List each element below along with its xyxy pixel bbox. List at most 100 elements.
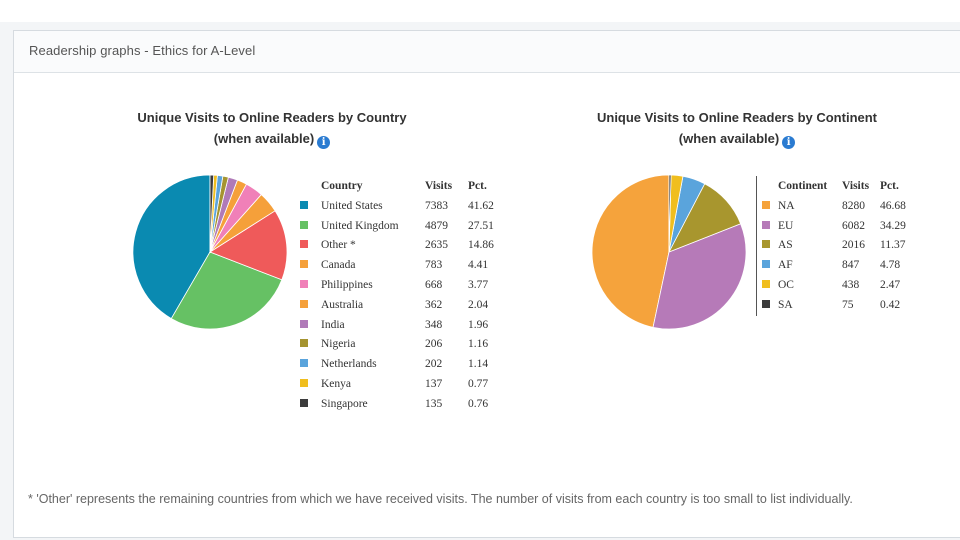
legend-visits: 135 xyxy=(425,397,443,410)
info-icon[interactable]: i xyxy=(782,136,796,149)
continent-chart-title: Unique Visits to Online Readers by Conti… xyxy=(587,107,887,149)
legend-header-visits: Visits xyxy=(425,180,453,192)
legend-visits: 7383 xyxy=(425,199,448,212)
legend-swatch xyxy=(300,379,308,388)
legend-pct: 0.77 xyxy=(468,378,489,391)
top-band xyxy=(0,0,960,22)
legend-header-visits: Visits xyxy=(842,180,870,192)
legend-pct: 4.78 xyxy=(880,259,901,272)
legend-row: Canada 783 4.41 xyxy=(300,255,508,275)
continent-legend-divider xyxy=(756,176,757,316)
legend-label: Other * xyxy=(321,239,356,252)
legend-swatch xyxy=(762,200,770,209)
info-icon[interactable]: i xyxy=(317,136,331,149)
legend-row: United Kingdom 4879 27.51 xyxy=(300,216,508,236)
legend-swatch xyxy=(300,359,308,368)
legend-visits: 75 xyxy=(842,298,854,311)
legend-visits: 206 xyxy=(425,338,443,351)
legend-row: SA 75 0.42 xyxy=(762,295,920,315)
continent-legend-table: Continent Visits Pct. NA 8280 46.68 EU 6082 3… xyxy=(762,176,920,315)
legend-row: Australia 362 2.04 xyxy=(300,295,508,315)
legend-pct: 11.37 xyxy=(880,239,906,252)
legend-row: OC 438 2.47 xyxy=(762,275,920,295)
legend-label: NA xyxy=(778,199,795,212)
legend-row: Other * 2635 14.86 xyxy=(300,236,508,256)
legend-pct: 46.68 xyxy=(880,199,906,212)
legend-swatch xyxy=(762,260,770,269)
legend-label: SA xyxy=(778,298,793,311)
country-chart-title: Unique Visits to Online Readers by Count… xyxy=(122,107,422,149)
legend-label: AS xyxy=(778,239,793,252)
legend-swatch xyxy=(762,220,770,229)
legend-row: United States 7383 41.62 xyxy=(300,196,508,216)
panel-header: Readership graphs - Ethics for A-Level xyxy=(14,31,960,73)
pie-slice xyxy=(591,174,670,328)
legend-header-row: Continent Visits Pct. xyxy=(762,176,920,196)
legend-pct: 4.41 xyxy=(468,259,489,272)
legend-visits: 202 xyxy=(425,358,443,371)
legend-pct: 2.47 xyxy=(880,279,901,292)
pie-slice xyxy=(652,223,747,330)
legend-header-continent: Continent xyxy=(778,180,828,192)
legend-pct: 41.62 xyxy=(468,199,494,212)
legend-label: Nigeria xyxy=(321,338,356,351)
legend-row: Philippines 668 3.77 xyxy=(300,275,508,295)
country-chart-title-line1: Unique Visits to Online Readers by Count… xyxy=(137,110,407,125)
legend-label: OC xyxy=(778,279,794,292)
legend-visits: 362 xyxy=(425,298,443,311)
legend-visits: 668 xyxy=(425,279,443,292)
legend-swatch xyxy=(300,339,308,348)
pie-slice xyxy=(668,174,672,253)
continent-pie-chart xyxy=(591,174,747,330)
legend-swatch xyxy=(300,280,308,289)
legend-label: AF xyxy=(778,259,793,272)
legend-label: India xyxy=(321,318,345,331)
legend-pct: 1.14 xyxy=(468,358,489,371)
legend-pct: 34.29 xyxy=(880,219,906,232)
legend-swatch xyxy=(762,240,770,249)
country-pie-chart xyxy=(132,174,288,330)
continent-chart-title-line2: (when available) i xyxy=(587,128,887,149)
legend-visits: 438 xyxy=(842,279,860,292)
legend-visits: 8280 xyxy=(842,199,865,212)
country-legend-table: Country Visits Pct. United States 7383 41.… xyxy=(300,176,508,414)
legend-visits: 783 xyxy=(425,259,443,272)
legend-row: NA 8280 46.68 xyxy=(762,196,920,216)
legend-visits: 847 xyxy=(842,259,860,272)
legend-row: Singapore 135 0.76 xyxy=(300,394,508,414)
legend-swatch xyxy=(300,200,308,209)
legend-pct: 14.86 xyxy=(468,239,494,252)
legend-pct: 27.51 xyxy=(468,219,494,232)
legend-row: AS 2016 11.37 xyxy=(762,236,920,256)
continent-chart-subtitle: (when available) xyxy=(678,131,780,146)
legend-visits: 6082 xyxy=(842,219,865,232)
country-chart-subtitle: (when available) xyxy=(213,131,315,146)
legend-label: Australia xyxy=(321,298,364,311)
pie-slice xyxy=(170,251,283,330)
legend-pct: 1.96 xyxy=(468,318,489,331)
legend-label: Kenya xyxy=(321,378,352,391)
legend-label: Netherlands xyxy=(321,358,377,371)
legend-pct: 0.42 xyxy=(880,298,901,311)
legend-visits: 348 xyxy=(425,318,443,331)
legend-pct: 2.04 xyxy=(468,298,489,311)
legend-row: Netherlands 202 1.14 xyxy=(300,354,508,374)
pie-slice xyxy=(209,210,288,281)
legend-swatch xyxy=(762,299,770,308)
legend-pct: 3.77 xyxy=(468,279,489,292)
continent-chart-title-line1: Unique Visits to Online Readers by Conti… xyxy=(596,110,878,125)
legend-swatch xyxy=(300,398,308,407)
legend-swatch xyxy=(300,240,308,249)
legend-visits: 2635 xyxy=(425,239,448,252)
legend-label: Canada xyxy=(321,259,356,272)
legend-pct: 0.76 xyxy=(468,397,489,410)
legend-swatch xyxy=(762,280,770,289)
pie-slice xyxy=(209,174,215,253)
legend-label: United Kingdom xyxy=(321,219,399,232)
legend-visits: 2016 xyxy=(842,239,865,252)
legend-header-country: Country xyxy=(321,180,363,192)
legend-header-row: Country Visits Pct. xyxy=(300,176,508,196)
legend-pct: 1.16 xyxy=(468,338,489,351)
panel-title: Readership graphs - Ethics for A-Level xyxy=(29,43,256,58)
legend-row: AF 847 4.78 xyxy=(762,255,920,275)
